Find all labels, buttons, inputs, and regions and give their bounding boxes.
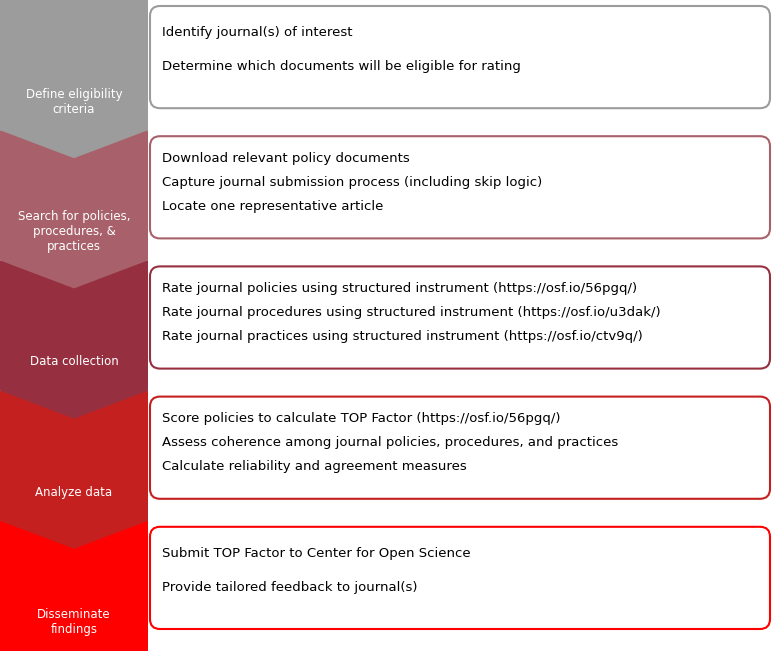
Text: Calculate reliability and agreement measures: Calculate reliability and agreement meas…: [162, 460, 467, 473]
Text: Locate one representative article: Locate one representative article: [162, 200, 384, 213]
Text: Determine which documents will be eligible for rating: Determine which documents will be eligib…: [162, 60, 521, 73]
Text: Search for policies,
procedures, &
practices: Search for policies, procedures, & pract…: [18, 210, 130, 253]
Text: Data collection: Data collection: [30, 355, 118, 368]
Text: Rate journal procedures using structured instrument (https://osf.io/u3dak/): Rate journal procedures using structured…: [162, 306, 661, 319]
Text: Assess coherence among journal policies, procedures, and practices: Assess coherence among journal policies,…: [162, 436, 619, 449]
Text: Score policies to calculate TOP Factor (https://osf.io/56pgq/): Score policies to calculate TOP Factor (…: [162, 412, 560, 425]
Polygon shape: [0, 130, 148, 288]
FancyBboxPatch shape: [150, 136, 770, 238]
Text: Rate journal policies using structured instrument (https://osf.io/56pgq/): Rate journal policies using structured i…: [162, 282, 637, 295]
Text: Submit TOP Factor to Center for Open Science: Submit TOP Factor to Center for Open Sci…: [162, 547, 471, 560]
Text: Disseminate
findings: Disseminate findings: [37, 608, 110, 637]
Text: Define eligibility
criteria: Define eligibility criteria: [26, 87, 122, 116]
Text: Identify journal(s) of interest: Identify journal(s) of interest: [162, 26, 352, 39]
Text: Download relevant policy documents: Download relevant policy documents: [162, 152, 410, 165]
Polygon shape: [0, 391, 148, 549]
Text: Analyze data: Analyze data: [36, 486, 113, 499]
FancyBboxPatch shape: [150, 6, 770, 108]
Polygon shape: [0, 521, 148, 651]
Text: Capture journal submission process (including skip logic): Capture journal submission process (incl…: [162, 176, 542, 189]
FancyBboxPatch shape: [150, 396, 770, 499]
Text: Provide tailored feedback to journal(s): Provide tailored feedback to journal(s): [162, 581, 418, 594]
FancyBboxPatch shape: [150, 266, 770, 368]
Polygon shape: [0, 260, 148, 419]
FancyBboxPatch shape: [150, 527, 770, 629]
Polygon shape: [0, 0, 148, 158]
Text: Rate journal practices using structured instrument (https://osf.io/ctv9q/): Rate journal practices using structured …: [162, 330, 643, 343]
